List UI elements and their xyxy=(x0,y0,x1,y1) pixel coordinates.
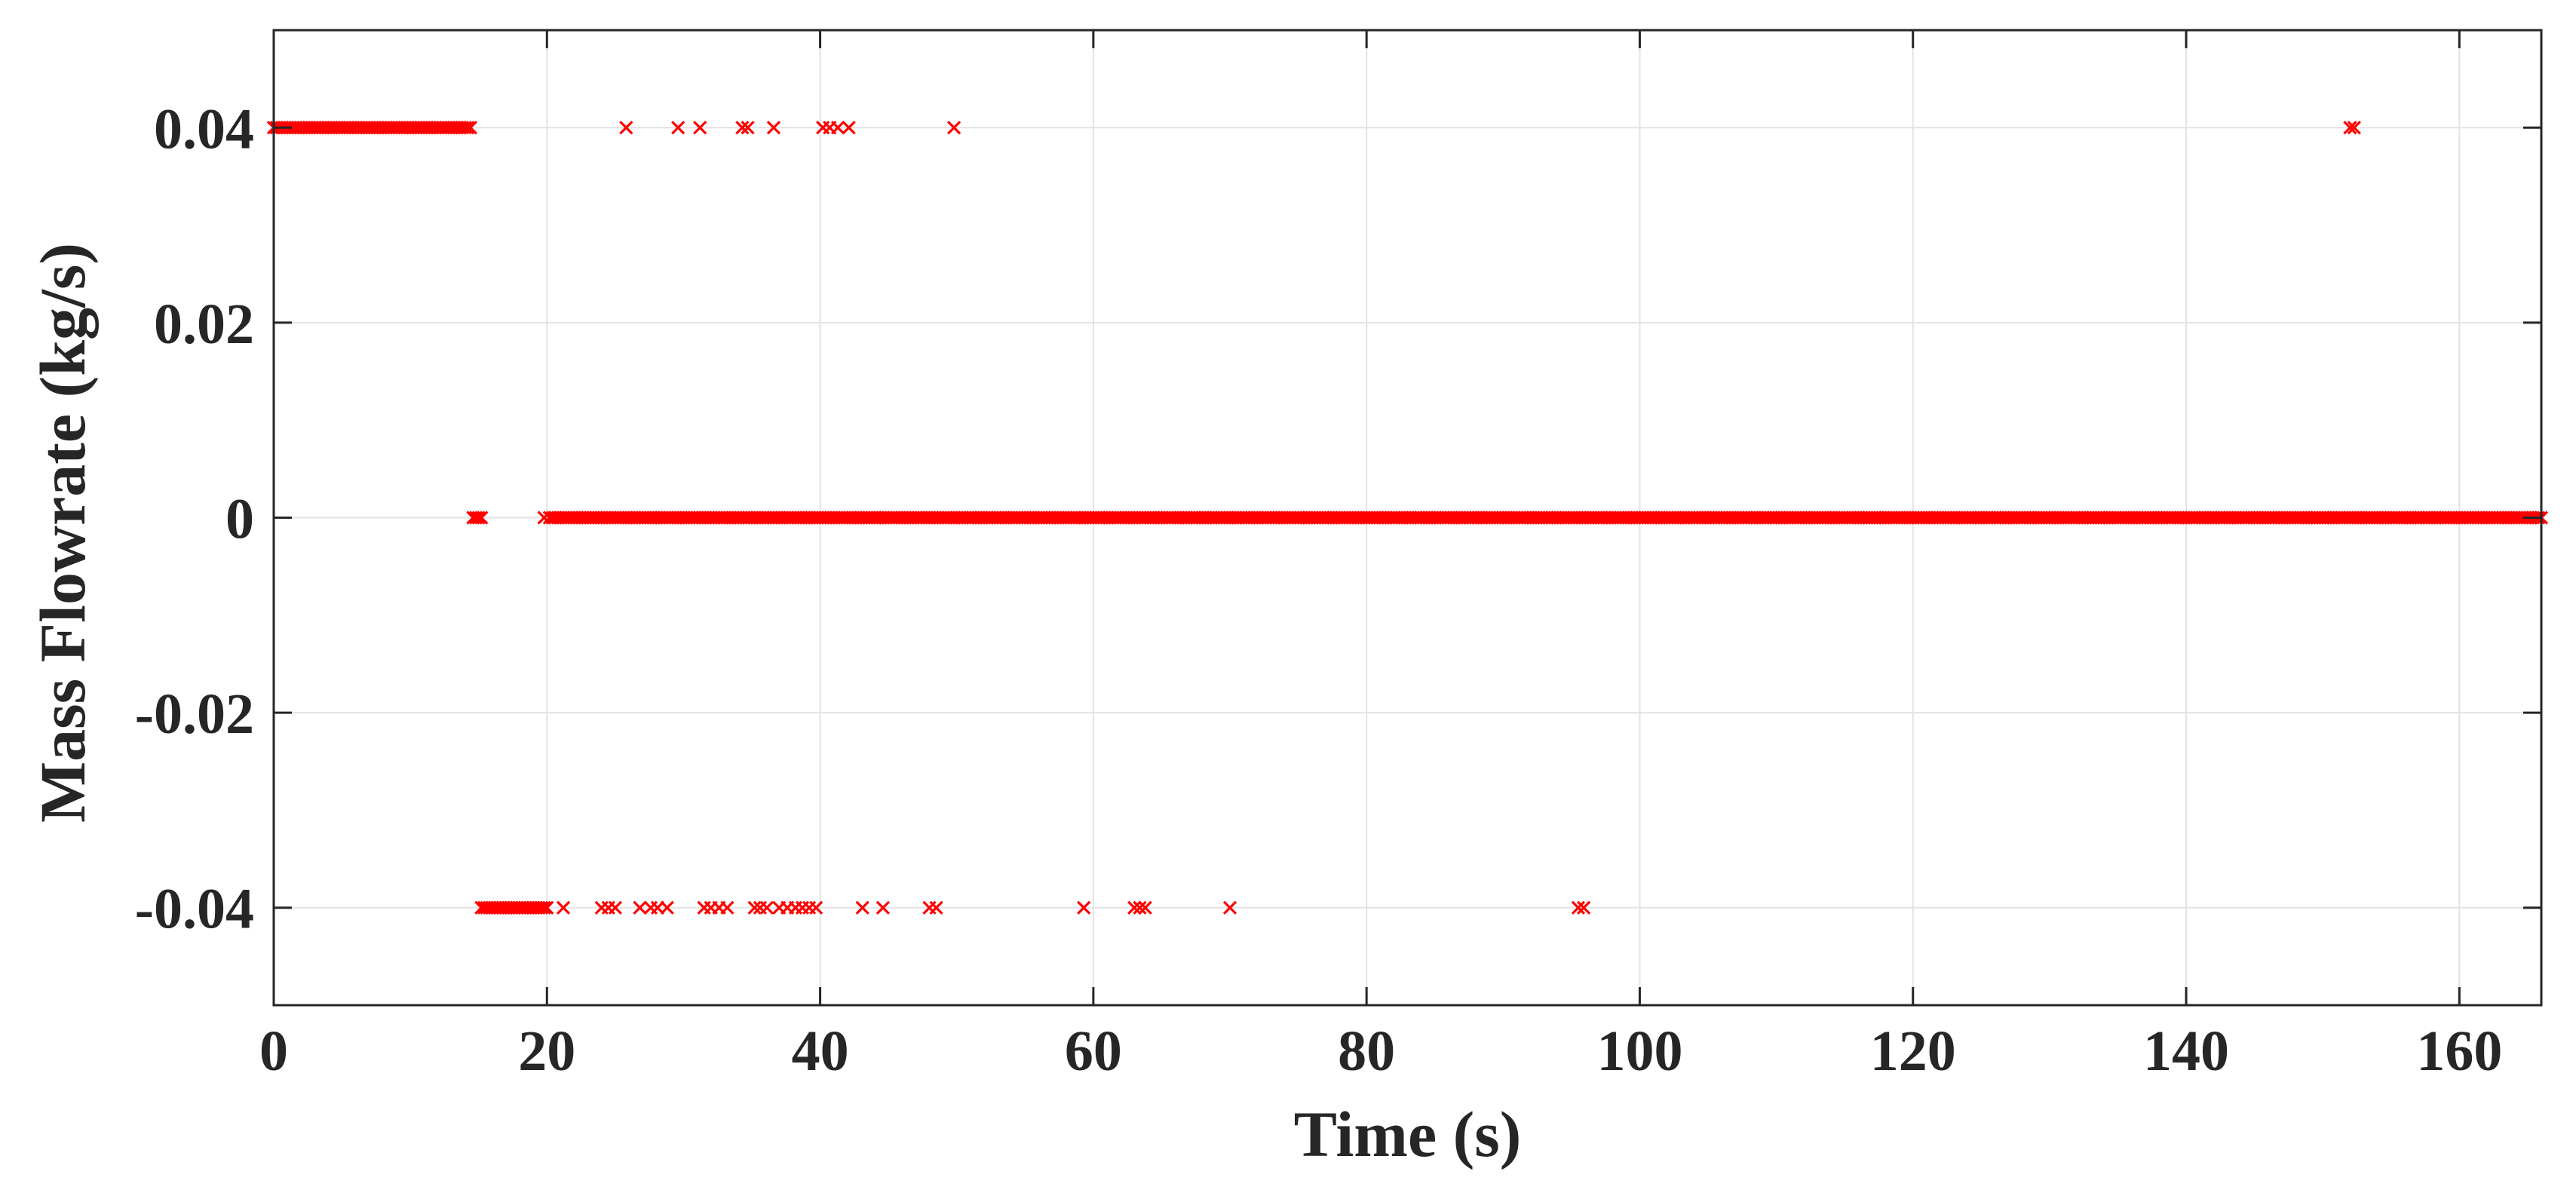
y-tick-labels: 0.04 0.02 0 -0.02 -0.04 xyxy=(135,97,254,940)
x-tick-label: 0 xyxy=(259,1020,288,1083)
data-point xyxy=(693,121,707,135)
data-point xyxy=(1571,900,1586,915)
data-point xyxy=(741,121,755,135)
data-point xyxy=(537,511,551,525)
data-point xyxy=(720,900,734,915)
data-point xyxy=(537,900,551,915)
x-tick-label: 20 xyxy=(518,1020,575,1083)
data-point xyxy=(534,900,549,915)
data-point xyxy=(556,900,571,915)
data-point xyxy=(830,121,845,135)
data-point xyxy=(842,121,856,135)
data-point xyxy=(766,121,781,135)
data-point xyxy=(463,121,477,135)
data-point xyxy=(855,900,869,915)
data-point xyxy=(1138,900,1152,915)
data-point xyxy=(1127,900,1142,915)
data-point xyxy=(876,900,891,915)
data-point xyxy=(1133,900,1147,915)
data-point xyxy=(809,900,823,915)
data-point xyxy=(1077,900,1091,915)
data-point xyxy=(540,900,554,915)
axis-ticks xyxy=(272,30,2541,1005)
x-tick-label: 100 xyxy=(1596,1020,1682,1083)
x-tick-labels: 0 20 40 60 80 100 120 140 160 xyxy=(259,1020,2502,1083)
data-point xyxy=(2347,121,2361,135)
data-point xyxy=(474,511,489,525)
data-point xyxy=(2343,121,2357,135)
data-point xyxy=(735,121,750,135)
data-point xyxy=(929,900,943,915)
x-tick-label: 40 xyxy=(792,1020,849,1083)
data-point xyxy=(660,900,674,915)
data-point xyxy=(1222,900,1237,915)
y-tick-label: -0.04 xyxy=(135,878,254,941)
data-point xyxy=(946,121,961,135)
y-tick-label: 0 xyxy=(225,488,254,551)
y-tick-label: -0.02 xyxy=(135,682,254,746)
data-point xyxy=(468,511,483,525)
data-point xyxy=(471,511,486,525)
x-tick-label: 140 xyxy=(2143,1020,2229,1083)
data-point xyxy=(1577,900,1591,915)
y-axis-label: Mass Flowrate (kg/s) xyxy=(26,243,99,823)
data-point xyxy=(671,121,685,135)
data-markers xyxy=(266,121,2549,915)
data-point xyxy=(458,121,472,135)
x-tick-label: 60 xyxy=(1065,1020,1122,1083)
x-tick-label: 120 xyxy=(1870,1020,1956,1083)
data-point xyxy=(619,121,633,135)
y-tick-label: 0.04 xyxy=(154,97,254,161)
data-point xyxy=(608,900,622,915)
y-tick-label: 0.02 xyxy=(154,293,254,356)
x-tick-label: 160 xyxy=(2416,1020,2502,1083)
data-point xyxy=(759,900,774,915)
data-point xyxy=(461,121,475,135)
x-axis-label: Time (s) xyxy=(1294,1098,1522,1170)
data-point xyxy=(633,900,647,915)
data-point xyxy=(747,900,762,915)
x-tick-label: 80 xyxy=(1338,1020,1395,1083)
